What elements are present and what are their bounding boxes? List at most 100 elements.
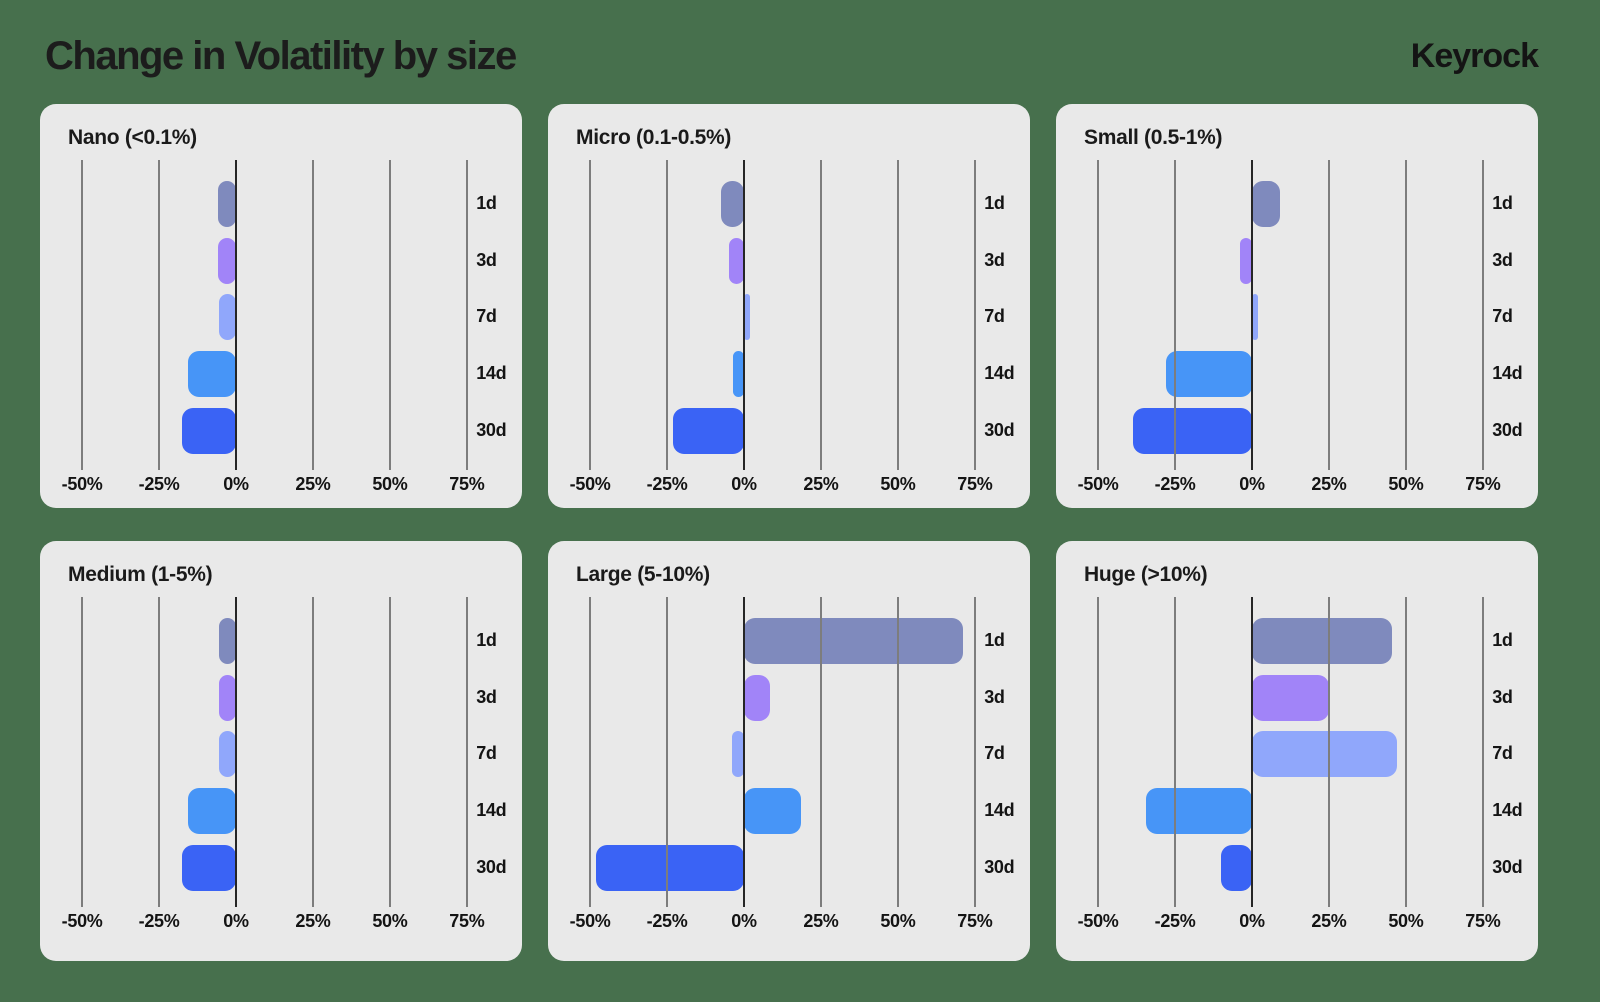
panel-nano: Nano (<0.1%) -50% -25% 0% 25% 50% 75% 1d 3d 7d 14d… — [40, 104, 522, 508]
x-tick--25: -25% — [646, 911, 688, 931]
category-label-1d: 1d — [1492, 193, 1513, 213]
x-tick-25: 25% — [803, 474, 839, 494]
x-tick--50: -50% — [1077, 911, 1119, 931]
gridline-75 — [1482, 597, 1484, 907]
bar-3d — [728, 238, 744, 284]
bar-14d — [188, 788, 236, 834]
category-label-30d: 30d — [476, 857, 507, 877]
gridline--25 — [666, 160, 668, 470]
gridline-50 — [389, 160, 391, 470]
category-label-30d: 30d — [984, 857, 1015, 877]
gridline-25 — [820, 597, 822, 907]
bar-1d — [720, 181, 744, 227]
gridline--50 — [589, 160, 591, 470]
panel-title: Medium (1-5%) — [68, 563, 213, 586]
panel-title: Micro (0.1-0.5%) — [576, 126, 732, 149]
bar-3d — [744, 675, 771, 721]
bar-30d — [673, 408, 744, 454]
category-label-14d: 14d — [1492, 800, 1523, 820]
bar-3d — [217, 238, 236, 284]
category-label-3d: 3d — [984, 687, 1005, 707]
category-label-7d: 7d — [1492, 306, 1513, 326]
bar-14d — [1165, 351, 1252, 397]
x-tick-75: 75% — [1465, 474, 1501, 494]
x-tick--50: -50% — [1077, 474, 1119, 494]
category-label-14d: 14d — [476, 800, 507, 820]
gridline-25 — [312, 160, 314, 470]
x-tick--25: -25% — [138, 474, 180, 494]
category-label-1d: 1d — [476, 193, 497, 213]
zero-axis-line — [1250, 597, 1254, 907]
x-tick-0: 0% — [223, 911, 249, 931]
x-tick--25: -25% — [646, 474, 688, 494]
gridline-75 — [974, 597, 976, 907]
page-title: Change in Volatility by size — [45, 33, 517, 78]
category-label-3d: 3d — [984, 250, 1005, 270]
gridline-25 — [820, 160, 822, 470]
panel-huge: Huge (>10%) -50% -25% 0% 25% 50% 75% 1d 3d 7d 14d 3… — [1056, 541, 1538, 961]
bar-1d — [1252, 618, 1393, 664]
gridline-50 — [1405, 160, 1407, 470]
category-label-1d: 1d — [984, 193, 1005, 213]
gridline--50 — [1097, 597, 1099, 907]
bar-1d — [217, 181, 236, 227]
category-label-7d: 7d — [984, 306, 1005, 326]
x-tick-25: 25% — [1311, 911, 1347, 931]
bar-7d — [731, 731, 744, 777]
gridline--50 — [81, 597, 83, 907]
zero-axis-line — [234, 597, 238, 907]
category-label-14d: 14d — [1492, 363, 1523, 383]
category-label-3d: 3d — [1492, 687, 1513, 707]
panel-small: Small (0.5-1%) -50% -25% 0% 25% 50% 75% 1d 3d 7d 1… — [1056, 104, 1538, 508]
gridline-25 — [1328, 160, 1330, 470]
category-label-3d: 3d — [1492, 250, 1513, 270]
x-tick-75: 75% — [957, 911, 993, 931]
gridline-50 — [389, 597, 391, 907]
gridline--25 — [1174, 597, 1176, 907]
gridline-50 — [897, 597, 899, 907]
category-label-1d: 1d — [984, 630, 1005, 650]
category-label-1d: 1d — [1492, 630, 1513, 650]
x-tick-75: 75% — [957, 474, 993, 494]
x-tick-25: 25% — [1311, 474, 1347, 494]
category-label-30d: 30d — [1492, 857, 1523, 877]
bar-7d — [1252, 294, 1259, 340]
zero-axis-line — [1250, 160, 1254, 470]
bar-30d — [596, 845, 744, 891]
category-label-7d: 7d — [1492, 743, 1513, 763]
x-tick-75: 75% — [449, 911, 485, 931]
x-tick-50: 50% — [1388, 474, 1424, 494]
x-tick-25: 25% — [295, 474, 331, 494]
category-label-30d: 30d — [476, 420, 507, 440]
panel-micro: Micro (0.1-0.5%) -50% -25% 0% 25% 50% 75% 1d 3d 7… — [548, 104, 1030, 508]
x-tick-0: 0% — [223, 474, 249, 494]
x-tick-50: 50% — [880, 474, 916, 494]
x-tick-0: 0% — [731, 474, 757, 494]
x-tick--50: -50% — [61, 474, 103, 494]
page-header: Change in Volatility by size Keyrock — [40, 0, 1539, 104]
x-tick-25: 25% — [803, 911, 839, 931]
gridline-25 — [312, 597, 314, 907]
plot-area: -50% -25% 0% 25% 50% 75% 1d 3d 7d 14d 30d — [1056, 541, 1538, 961]
x-tick-75: 75% — [449, 474, 485, 494]
x-tick--50: -50% — [569, 474, 611, 494]
x-tick-0: 0% — [1239, 911, 1265, 931]
x-tick--25: -25% — [138, 911, 180, 931]
x-tick-50: 50% — [1388, 911, 1424, 931]
bar-3d — [1252, 675, 1329, 721]
x-tick--25: -25% — [1154, 911, 1196, 931]
x-tick--25: -25% — [1154, 474, 1196, 494]
category-label-3d: 3d — [476, 250, 497, 270]
panel-large: Large (5-10%) -50% -25% 0% 25% 50% 75% 1d 3d 7d 14… — [548, 541, 1030, 961]
x-tick-50: 50% — [372, 474, 408, 494]
x-tick-50: 50% — [372, 911, 408, 931]
bar-7d — [219, 731, 236, 777]
gridline-50 — [1405, 597, 1407, 907]
zero-axis-line — [742, 160, 746, 470]
gridline-25 — [1328, 597, 1330, 907]
category-label-1d: 1d — [476, 630, 497, 650]
bar-30d — [1133, 408, 1252, 454]
gridline--50 — [1097, 160, 1099, 470]
bar-1d — [219, 618, 236, 664]
plot-area: -50% -25% 0% 25% 50% 75% 1d 3d 7d 14d 30d — [548, 104, 1030, 508]
